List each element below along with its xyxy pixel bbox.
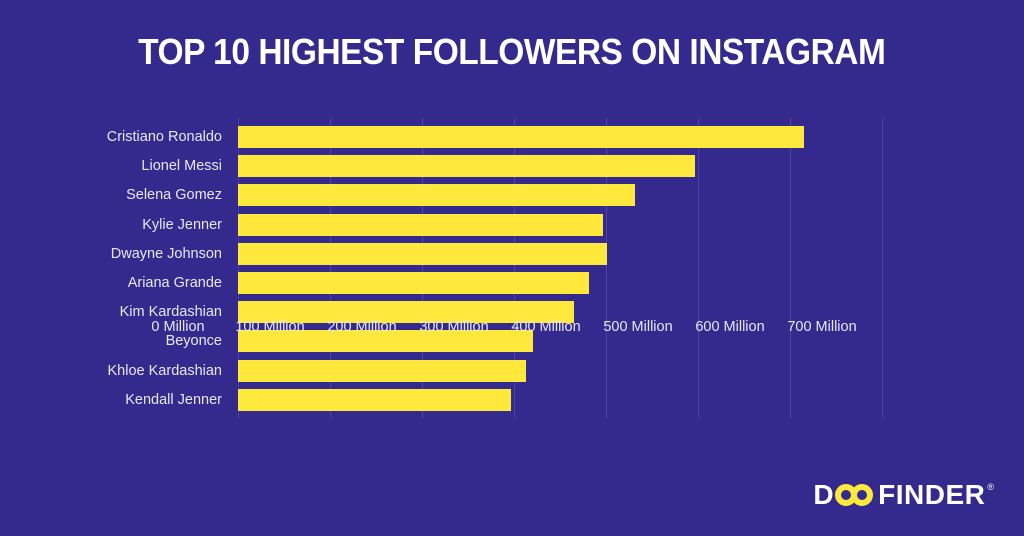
bar [238,126,804,148]
x-tick-label: 700 Million [787,319,857,335]
gridline [238,118,239,418]
chart-plot-area: Cristiano Ronaldo Lionel Messi Selena Gome… [60,118,960,418]
logo-prefix: D [813,479,835,510]
gridline [514,118,515,418]
x-tick-label: 500 Million [603,319,673,335]
category-label: Lionel Messi [141,158,222,175]
x-tick-label: 100 Million [235,319,305,335]
logo-suffix: FINDER [878,479,986,510]
bar [238,388,512,411]
bar [238,359,526,382]
category-label: Kendall Jenner [125,391,222,408]
category-label: Kim Kardashian [119,304,222,321]
x-tick-label: 0 Million [151,319,205,335]
x-tick-label: 400 Million [511,319,581,335]
category-label: Selena Gomez [126,187,222,204]
bar [238,213,604,236]
category-label: Khloe Kardashian [107,362,222,379]
bar [238,184,635,207]
bars-area [238,118,960,418]
gridline [422,118,423,418]
page-title: TOP 10 HIGHEST FOLLOWERS ON INSTAGRAM [138,31,886,72]
category-label: Cristiano Ronaldo [106,129,222,145]
category-label: Kylie Jenner [142,216,222,233]
x-tick-label: 200 Million [327,319,397,335]
category-labels: Cristiano Ronaldo Lionel Messi Selena Gome… [60,118,230,418]
title-container: TOP 10 HIGHEST FOLLOWERS ON INSTAGRAM [0,30,1024,74]
bar [238,155,696,178]
gridline [882,118,883,418]
bar [238,301,574,324]
x-axis-ticks: 0 Million 100 Million 200 Million 300 Milli… [151,302,900,335]
logo-rings-icon [835,484,877,506]
category-label: Ariana Grande [127,275,222,291]
category-label: Beyonce [165,333,222,350]
x-tick-label: 300 Million [419,319,489,335]
category-label: Dwayne Johnson [110,245,222,262]
logo-text: D FINDER [813,480,985,510]
bar [238,330,534,353]
x-tick-label: 600 Million [695,319,765,335]
gridline [606,118,607,418]
registered-mark: ® [987,482,994,492]
gridline [698,118,699,418]
gridline [330,118,331,418]
gridline [790,118,791,418]
doofinder-logo[interactable]: D FINDER ® [813,480,994,510]
bar [238,272,590,294]
bar [238,242,607,265]
